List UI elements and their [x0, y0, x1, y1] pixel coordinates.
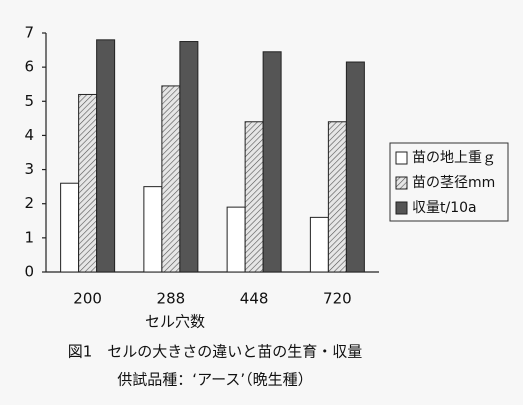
bar: [78, 93, 98, 273]
y-tick-label: 4: [24, 126, 34, 144]
bar: [161, 85, 181, 273]
bar: [309, 216, 329, 273]
caption: 図1 セルの大きさの違いと苗の生育・収量: [68, 343, 363, 361]
legend-label: 苗の地上重ｇ: [412, 150, 496, 166]
subcaption: 供試品種：‘アース’（晩生種）: [117, 371, 312, 389]
bar: [96, 39, 116, 273]
y-tick-label: 2: [24, 194, 34, 212]
bar: [262, 51, 282, 273]
x-axis-label: セル穴数: [145, 313, 205, 331]
y-tick-label: 0: [24, 263, 34, 281]
legend-label: 収量t/10a: [412, 200, 477, 216]
bar: [327, 121, 347, 273]
x-tick-label: 448: [240, 290, 269, 308]
bar: [244, 121, 264, 273]
legend-swatch: [395, 201, 408, 215]
bar: [345, 61, 365, 273]
x-tick-label: 288: [157, 290, 186, 308]
y-tick-label: 5: [24, 92, 34, 110]
bar: [226, 206, 246, 273]
y-tick-label: 7: [24, 24, 34, 42]
bar: [179, 41, 199, 273]
y-tick-label: 6: [24, 58, 34, 76]
legend-label: 苗の茎径mm: [412, 175, 495, 191]
bar: [60, 182, 80, 273]
x-tick-label: 200: [73, 290, 102, 308]
legend-box: [389, 142, 509, 222]
x-tick-label: 720: [323, 290, 352, 308]
legend-swatch: [395, 176, 408, 190]
legend-swatch: [395, 151, 408, 165]
bar: [143, 186, 163, 273]
y-tick-label: 1: [24, 228, 34, 246]
y-tick-label: 3: [24, 160, 34, 178]
